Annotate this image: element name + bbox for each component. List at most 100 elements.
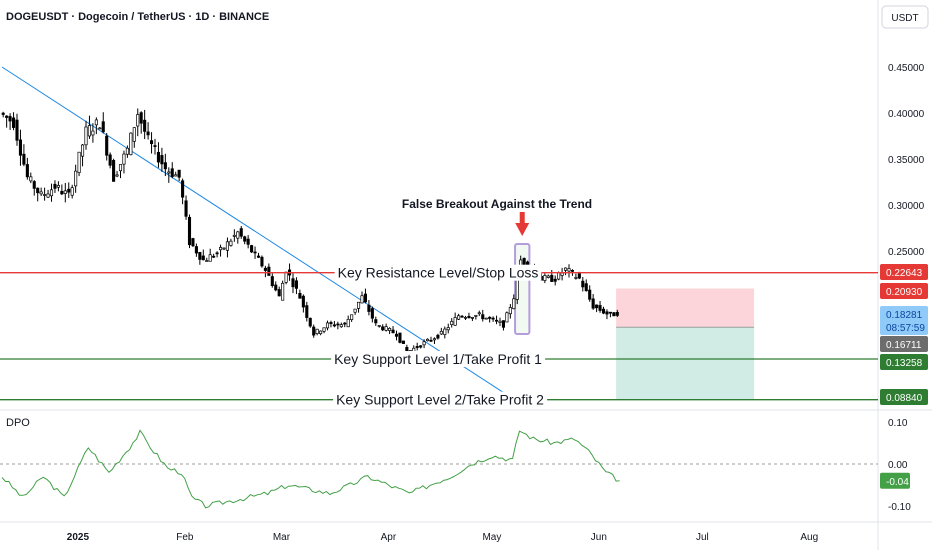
candle	[256, 252, 261, 258]
arrow-head[interactable]	[515, 223, 530, 236]
dpo-value-badge[interactable]: -0.04	[880, 472, 910, 489]
candle	[553, 275, 557, 286]
stop-loss-price-badge[interactable]: 0.20930	[880, 283, 928, 299]
candle-body	[91, 130, 95, 136]
time-tick-label[interactable]: Feb	[176, 532, 194, 543]
resistance-price-badge[interactable]: 0.22643	[880, 264, 928, 280]
resistance-label[interactable]: Key Resistance Level/Stop Loss	[338, 265, 539, 281]
price-tick-label[interactable]: 0.40000	[888, 109, 925, 120]
dpo-title[interactable]: DPO	[6, 417, 30, 429]
candle-body	[605, 311, 609, 315]
candle-body	[150, 140, 154, 145]
time-tick-label[interactable]: Apr	[381, 532, 397, 543]
support1-label[interactable]: Key Support Level 1/Take Profit 1	[334, 351, 542, 367]
badge-text: 0.22643	[886, 268, 923, 279]
candle	[367, 300, 371, 316]
price-tick-label[interactable]: 0.45000	[888, 63, 925, 74]
time-tick-label[interactable]: Mar	[273, 532, 291, 543]
candle	[350, 314, 354, 322]
candle	[246, 235, 250, 249]
candle-body	[415, 346, 419, 348]
support2-label[interactable]: Key Support Level 2/Take Profit 2	[336, 392, 544, 408]
candle	[488, 316, 492, 323]
candle	[222, 247, 226, 251]
time-tick-label[interactable]: Aug	[800, 532, 818, 543]
price-axis[interactable]: 0.45000 0.40000 0.35000 0.30000 0.25000	[888, 63, 925, 258]
stop-loss-zone[interactable]	[616, 288, 755, 328]
label-background	[331, 351, 546, 368]
candle	[187, 214, 192, 249]
candle	[446, 323, 450, 334]
candle-body	[219, 247, 223, 251]
candle-body	[187, 216, 192, 246]
price-tick-label[interactable]: 0.30000	[888, 201, 925, 212]
candle-body	[350, 314, 354, 321]
candle-body	[74, 170, 78, 187]
candle-body	[1, 112, 5, 115]
candle-body	[56, 185, 60, 188]
candle	[205, 257, 209, 262]
candle-body	[401, 340, 405, 344]
candle	[198, 251, 202, 265]
candle-body	[312, 326, 316, 336]
candle-body	[329, 322, 333, 325]
candle-body	[577, 273, 581, 279]
dpo-tick-label[interactable]: -0.10	[888, 502, 911, 513]
candle	[163, 153, 167, 177]
take-profit-2-price-badge[interactable]: 0.08840	[880, 389, 928, 405]
time-tick-label[interactable]: Jun	[591, 532, 607, 543]
candle	[374, 316, 378, 326]
candle	[415, 342, 419, 351]
price-tick-label[interactable]: 0.35000	[888, 155, 925, 166]
price-tick-label[interactable]: 0.25000	[888, 247, 925, 258]
candle	[477, 310, 481, 317]
dpo-tick-label[interactable]: 0.10	[888, 418, 908, 429]
candle-body	[256, 255, 261, 258]
candle-body	[15, 119, 19, 141]
currency-button-frame[interactable]	[881, 5, 929, 29]
candle	[584, 279, 588, 292]
candle-body	[118, 164, 123, 172]
candle	[605, 309, 609, 320]
candle	[184, 195, 188, 220]
candle	[136, 108, 140, 137]
candle	[308, 317, 312, 328]
candle	[46, 189, 50, 198]
badge-background	[880, 264, 928, 280]
breakout-arrow-icon[interactable]	[515, 212, 530, 236]
candle	[167, 167, 171, 183]
candle	[43, 187, 47, 201]
time-tick-label[interactable]: Jul	[696, 532, 709, 543]
candle-body	[63, 190, 67, 194]
take-profit-zone[interactable]	[616, 327, 755, 400]
candle	[239, 225, 243, 239]
dpo-tick-label[interactable]: 0.00	[888, 460, 908, 471]
entry-price-badge[interactable]: 0.16711	[880, 336, 928, 352]
badge-background	[880, 472, 910, 489]
candle	[18, 129, 23, 166]
time-axis[interactable]: 2025 Feb Mar Apr May Jun Jul Aug	[67, 532, 818, 543]
arrow-shaft[interactable]	[519, 212, 525, 224]
last-price-badge[interactable]: 0.18281	[880, 306, 928, 322]
candle-body	[363, 293, 368, 303]
badge-text: 0.13258	[886, 358, 923, 369]
candle	[501, 320, 506, 331]
currency-button[interactable]: USDT	[881, 5, 929, 29]
candle	[457, 313, 461, 321]
candle-body	[567, 268, 571, 272]
candle-body	[281, 282, 285, 301]
breakout-label[interactable]: False Breakout Against the Trend	[402, 197, 592, 211]
candle	[422, 339, 426, 349]
currency-button-label[interactable]: USDT	[891, 13, 918, 24]
take-profit-1-price-badge[interactable]: 0.13258	[880, 354, 928, 370]
annotation-labels-layer: Key Resistance Level/Stop Loss Key Suppo…	[331, 197, 592, 408]
candle	[363, 288, 368, 304]
symbol-title[interactable]: DOGEUSDT · Dogecoin / TetherUS · 1D · BI…	[6, 11, 269, 23]
time-tick-label[interactable]: May	[482, 532, 501, 543]
countdown-badge[interactable]: 08:57:59	[880, 319, 928, 335]
badge-background	[880, 354, 928, 370]
candle-body	[12, 117, 16, 128]
candle-body	[8, 116, 12, 122]
candle	[215, 251, 219, 258]
time-tick-label[interactable]: 2025	[67, 532, 90, 543]
